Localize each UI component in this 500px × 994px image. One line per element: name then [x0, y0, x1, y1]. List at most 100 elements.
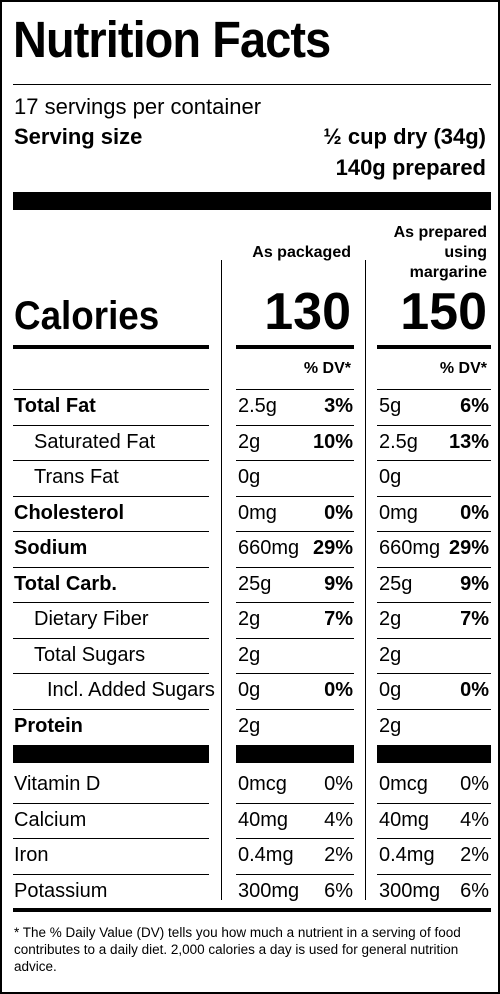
thick-divider — [13, 192, 491, 210]
packaged-amount: 2g — [238, 643, 261, 666]
row-divider — [236, 424, 354, 426]
col-header-prepared-1: As prepared — [393, 224, 487, 241]
prepared-dv: 2% — [460, 844, 489, 866]
table-row: Trans Fat 0g 0g — [2, 460, 500, 495]
prepared-dv: 6% — [460, 879, 489, 902]
row-divider — [236, 673, 354, 674]
prepared-amount: 2.5g — [379, 430, 418, 453]
table-row: Incl. Added Sugars 0g 0% 0g 0% — [2, 673, 500, 708]
nutrient-name: Total Fat — [14, 395, 96, 417]
thick-divider — [236, 745, 354, 763]
row-divider — [377, 637, 491, 639]
row-divider — [236, 389, 354, 390]
row-divider — [377, 566, 491, 568]
prepared-dv: 0% — [460, 679, 489, 701]
nutrient-name: Trans Fat — [34, 466, 119, 488]
row-divider — [236, 802, 354, 804]
row-divider — [377, 873, 491, 875]
prepared-amount: 25g — [379, 572, 413, 595]
row-divider — [13, 802, 209, 804]
row-divider — [13, 424, 209, 426]
table-row: Cholesterol 0mg 0% 0mg 0% — [2, 495, 500, 531]
packaged-dv: 4% — [324, 808, 353, 831]
servings-per-container: 17 servings per container — [14, 94, 262, 119]
prepared-dv: 0% — [460, 501, 489, 524]
prepared-amount: 0mg — [379, 501, 418, 524]
dv-header-packaged: % DV* — [303, 360, 351, 377]
serving-size-prepared: 140g prepared — [335, 155, 486, 180]
column-divider — [221, 260, 222, 900]
packaged-amount: 0.4mg — [238, 844, 294, 866]
nutrient-name: Potassium — [14, 879, 108, 902]
row-divider — [377, 389, 491, 390]
nutrient-name: Sodium — [14, 537, 88, 559]
row-divider — [377, 424, 491, 426]
packaged-dv: 0% — [324, 679, 353, 701]
row-divider — [13, 389, 209, 390]
row-divider — [236, 602, 354, 603]
nutrient-name: Total Sugars — [34, 643, 146, 666]
packaged-amount: 0mg — [238, 501, 277, 524]
prepared-dv: 7% — [460, 608, 489, 630]
col-header-packaged: As packaged — [252, 244, 351, 261]
prepared-amount: 0g — [379, 679, 402, 701]
row-divider — [377, 838, 491, 839]
prepared-amount: 40mg — [379, 808, 430, 831]
calories-rule — [13, 345, 209, 349]
prepared-amount: 2g — [379, 608, 402, 630]
table-row: Saturated Fat 2g 10% 2.5g 13% — [2, 424, 500, 460]
footnote: * The % Daily Value (DV) tells you how m… — [14, 925, 461, 974]
packaged-dv: 3% — [324, 395, 353, 417]
col-header-prepared-2: using — [444, 244, 487, 261]
calories-rule — [236, 345, 354, 349]
row-divider — [377, 708, 491, 710]
packaged-amount: 300mg — [238, 879, 300, 902]
row-divider — [236, 637, 354, 639]
nutrient-name: Iron — [14, 844, 49, 866]
table-row: Potassium 300mg 6% 300mg 6% — [2, 873, 500, 909]
table-row: Protein 2g 2g — [2, 708, 500, 744]
nutrient-name: Protein — [14, 714, 83, 737]
nutrient-name: Cholesterol — [14, 501, 125, 524]
packaged-dv: 9% — [324, 572, 353, 595]
table-row: Vitamin D 0mcg 0% 0mcg 0% — [2, 767, 500, 802]
label-title: Nutrition Facts — [13, 11, 331, 68]
nutrient-name: Saturated Fat — [34, 430, 156, 453]
table-row: Dietary Fiber 2g 7% 2g 7% — [2, 602, 500, 637]
table-row: Iron 0.4mg 2% 0.4mg 2% — [2, 838, 500, 873]
prepared-amount: 660mg — [379, 537, 441, 559]
packaged-dv: 7% — [324, 608, 353, 630]
dv-header-prepared: % DV* — [439, 360, 487, 377]
footnote-rule — [13, 908, 491, 912]
prepared-amount: 5g — [379, 395, 402, 417]
prepared-amount: 0g — [379, 466, 402, 488]
row-divider — [13, 838, 209, 839]
packaged-amount: 2g — [238, 714, 261, 737]
divider — [13, 84, 491, 85]
serving-size-dry: ½ cup dry (34g) — [323, 124, 486, 149]
column-divider — [365, 260, 366, 900]
packaged-amount: 660mg — [238, 537, 300, 559]
row-divider — [377, 602, 491, 603]
packaged-amount: 25g — [238, 572, 272, 595]
serving-size-label: Serving size — [14, 124, 143, 149]
prepared-dv: 9% — [460, 572, 489, 595]
packaged-dv: 29% — [312, 537, 353, 559]
table-row: Total Carb. 25g 9% 25g 9% — [2, 566, 500, 602]
col-header-prepared-3: margarine — [409, 264, 487, 281]
packaged-amount: 2g — [238, 430, 261, 453]
row-divider — [13, 566, 209, 568]
row-divider — [236, 873, 354, 875]
packaged-dv: 0% — [324, 501, 353, 524]
row-divider — [236, 566, 354, 568]
packaged-dv: 6% — [324, 879, 353, 902]
row-divider — [13, 637, 209, 639]
packaged-dv: 2% — [324, 844, 353, 866]
prepared-amount: 0mcg — [379, 773, 428, 795]
packaged-dv: 0% — [324, 773, 353, 795]
thick-divider — [13, 745, 209, 763]
prepared-amount: 0.4mg — [379, 844, 435, 866]
row-divider — [236, 495, 354, 497]
prepared-dv: 6% — [460, 395, 489, 417]
